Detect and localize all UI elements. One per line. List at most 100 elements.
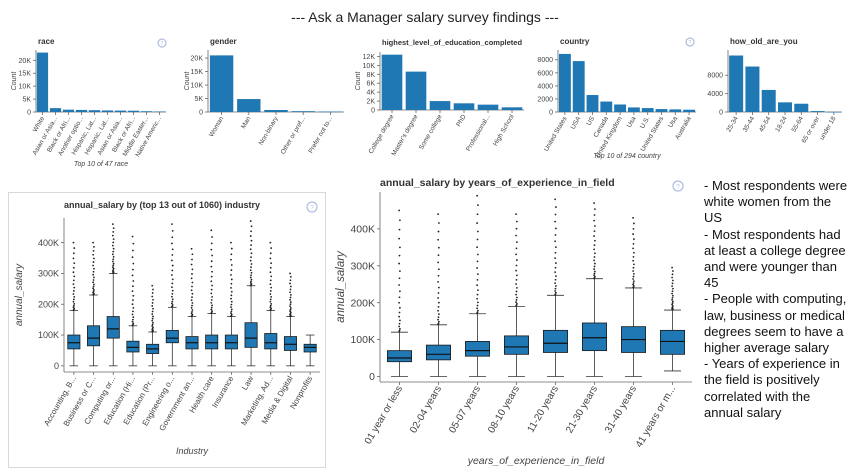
outlier-point xyxy=(210,308,213,311)
outlier-point xyxy=(190,307,193,309)
outlier-point xyxy=(476,284,478,287)
bar xyxy=(264,109,288,112)
y-tick-label: 5K xyxy=(194,96,203,103)
experience-boxplot: annual_salary by years_of_experience_in_… xyxy=(330,172,698,472)
y-tick-label: 5K xyxy=(22,97,31,104)
outlier-point xyxy=(131,303,134,306)
age-chart-svg: how_old_are_you 0 4000 8000 25-34 35-44 45-54 1… xyxy=(707,37,842,144)
bar xyxy=(209,55,234,112)
bar xyxy=(761,89,776,112)
box xyxy=(426,344,451,361)
help-icon xyxy=(685,37,695,47)
outlier-point xyxy=(230,312,232,315)
outlier-point xyxy=(671,302,674,305)
outlier-point xyxy=(438,246,440,249)
outlier-point xyxy=(93,289,95,291)
outlier-point xyxy=(191,292,194,295)
outlier-point xyxy=(398,237,400,240)
outlier-point xyxy=(477,289,479,292)
x-tick-label: Some college xyxy=(418,113,444,151)
x-tick-label: Woman xyxy=(208,115,225,138)
outlier-point xyxy=(593,265,596,268)
outlier-point xyxy=(210,292,213,295)
outlier-point xyxy=(398,315,400,318)
outlier-point xyxy=(249,259,252,262)
outlier-point xyxy=(230,278,233,281)
box xyxy=(264,333,278,350)
y-tick-label: 20K xyxy=(191,56,204,63)
x-tick-label: 35-44 xyxy=(742,115,757,133)
outlier-point xyxy=(132,322,135,325)
y-tick-label: 8000 xyxy=(707,73,723,80)
x-axis-label: Top 10 of 294 country xyxy=(593,153,661,160)
outlier-point xyxy=(516,302,518,305)
outlier-point xyxy=(399,290,401,293)
outlier-point xyxy=(112,250,115,253)
outlier-point xyxy=(151,302,154,304)
outlier-point xyxy=(132,249,134,252)
bar xyxy=(36,52,49,112)
outlier-point xyxy=(476,238,479,241)
outlier-point xyxy=(210,299,213,301)
y-tick-label: 200K xyxy=(38,299,59,309)
outlier-point xyxy=(152,326,154,329)
outlier-point xyxy=(211,295,213,298)
y-tick-label: 6000 xyxy=(537,70,553,77)
gender-chart-svg: gender 0 5K 10K 15K 20K Count Woman Man Non-binar… xyxy=(184,37,344,156)
outlier-point xyxy=(250,252,253,255)
y-tick-label: 200K xyxy=(350,297,375,309)
outlier-point xyxy=(554,289,556,292)
outlier-point xyxy=(270,247,273,249)
outlier-point xyxy=(131,313,134,316)
y-axis-label: Count xyxy=(184,71,191,91)
box xyxy=(126,340,140,353)
bar xyxy=(729,55,744,112)
box xyxy=(303,343,317,353)
outlier-point xyxy=(554,282,556,284)
industry-boxplot-svg: annual_salary by (top 13 out of 1060) in… xyxy=(8,192,326,468)
bar xyxy=(453,103,475,110)
outlier-point xyxy=(399,270,401,272)
outlier-point xyxy=(554,240,556,243)
outlier-point xyxy=(111,260,114,263)
outlier-point xyxy=(289,294,292,296)
outlier-point xyxy=(131,235,134,238)
x-tick-label: Prefer not to... xyxy=(307,115,334,154)
outlier-point xyxy=(476,278,479,281)
outlier-point xyxy=(269,304,272,307)
box xyxy=(465,341,490,357)
outlier-point xyxy=(476,194,478,197)
outlier-point xyxy=(93,276,95,279)
outlier-point xyxy=(398,322,401,325)
outlier-point xyxy=(112,267,115,270)
outlier-point xyxy=(593,259,595,262)
outlier-point xyxy=(633,222,635,225)
outlier-point xyxy=(190,299,193,302)
y-tick-label: 0 xyxy=(369,371,375,383)
x-tick-label: Professional... xyxy=(465,113,492,152)
outlier-point xyxy=(230,310,233,313)
outlier-point xyxy=(112,247,115,250)
findings-notes: - Most respondents were white women from… xyxy=(704,178,850,421)
outlier-point xyxy=(633,280,635,283)
outlier-point xyxy=(632,242,635,245)
outlier-point xyxy=(555,246,557,249)
outlier-point xyxy=(72,241,75,244)
outlier-point xyxy=(249,235,252,237)
bar xyxy=(140,111,153,112)
outlier-point xyxy=(269,257,272,260)
x-axis-label: years_of_experience_in_field xyxy=(467,455,606,467)
outlier-point xyxy=(210,242,213,245)
x-tick-label: 31-40 years xyxy=(603,384,639,435)
outlier-point xyxy=(632,275,635,278)
bar xyxy=(75,109,88,112)
bar xyxy=(669,109,682,112)
outlier-point xyxy=(152,288,154,291)
x-tick-label: PhD xyxy=(455,113,468,128)
outlier-point xyxy=(516,259,518,261)
outlier-point xyxy=(111,234,114,237)
box xyxy=(205,334,219,350)
outlier-point xyxy=(132,307,135,309)
